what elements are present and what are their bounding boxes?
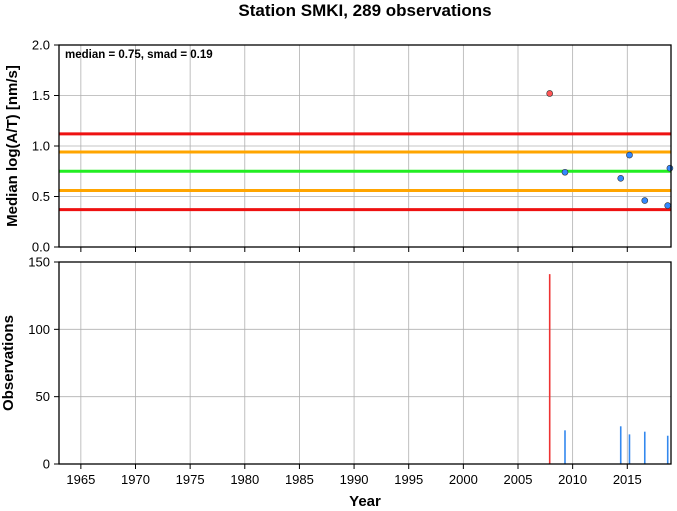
x-tick-label: 2005: [504, 472, 533, 487]
observations-y-tick-label: 100: [28, 322, 50, 337]
median-point: [641, 197, 649, 204]
x-tick-label: 2000: [449, 472, 478, 487]
median-y-tick-label: 1.0: [32, 139, 50, 154]
x-tick-label: 1970: [121, 472, 150, 487]
median-y-tick-label: 1.5: [32, 88, 50, 103]
median-point: [546, 90, 553, 97]
median-y-tick-label: 0.5: [32, 189, 50, 204]
x-tick-label: 1995: [394, 472, 423, 487]
x-tick-label: 1985: [285, 472, 314, 487]
median-point: [666, 164, 674, 172]
observations-plot-area: [59, 262, 671, 464]
x-tick-label: 1975: [176, 472, 205, 487]
observations-y-tick-label: 50: [36, 389, 50, 404]
observations-panel: 0 50 100 150 1965 1970 1975 1980 1985 1990 1995 20…: [0, 255, 672, 510]
median-y-tick-label: 0.0: [32, 240, 50, 255]
observations-y-tick-label: 0: [43, 457, 50, 472]
median-point: [617, 175, 625, 182]
median-y-tick-label: 2.0: [32, 38, 50, 53]
x-tick-label: 1980: [230, 472, 259, 487]
median-point: [561, 168, 569, 176]
x-tick-label: 1965: [66, 472, 95, 487]
median-y-axis-label: Median log(A/T) [nm/s]: [4, 65, 21, 227]
chart-title: Station SMKI, 289 observations: [238, 1, 491, 20]
x-axis-label: Year: [349, 493, 381, 510]
observations-y-tick-label: 150: [28, 255, 50, 270]
observations-y-axis-label: Observations: [0, 315, 17, 411]
stats-annotation: median = 0.75, smad = 0.19: [65, 49, 213, 61]
median-point: [626, 151, 633, 159]
x-tick-label: 1990: [340, 472, 369, 487]
median-point: [664, 202, 672, 209]
observations-plot-frame: [58, 261, 672, 465]
median-panel: 0.0 0.5 1.0 1.5 2.0 median = 0.75, smad = 0.…: [4, 38, 674, 255]
x-tick-label: 2015: [613, 472, 642, 487]
x-tick-label: 2010: [558, 472, 587, 487]
